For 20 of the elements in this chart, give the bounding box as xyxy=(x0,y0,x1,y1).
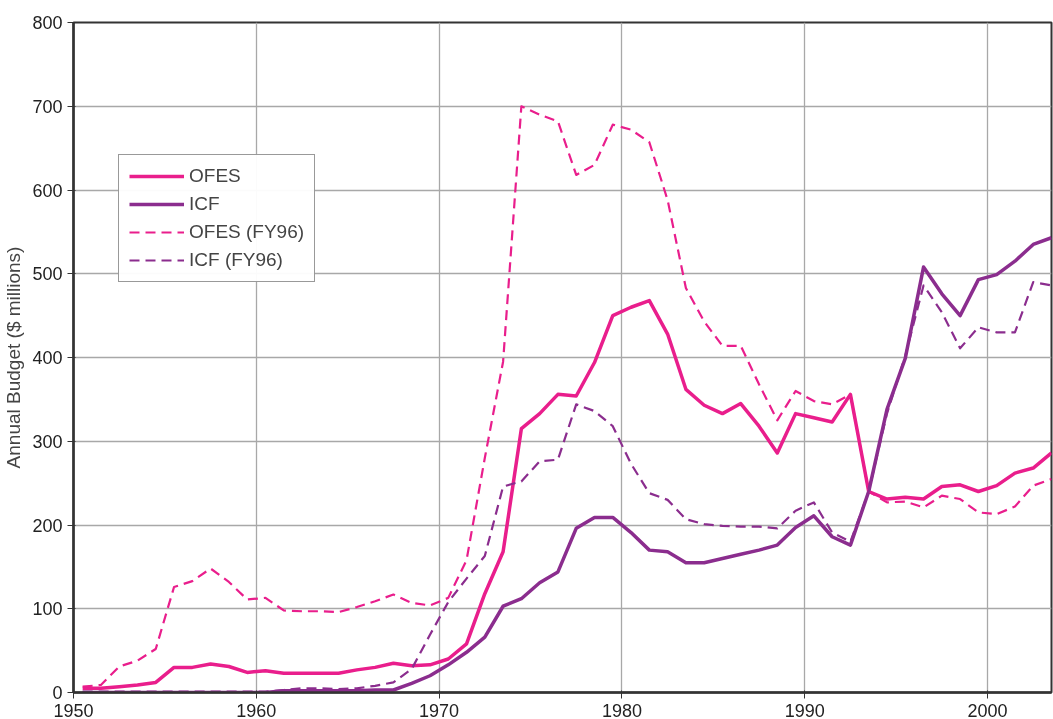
x-tick-label: 1950 xyxy=(53,700,94,719)
x-tick-label: 1980 xyxy=(601,700,642,719)
legend-label: ICF xyxy=(189,193,220,215)
y-axis-title: Annual Budget ($ millions) xyxy=(3,246,25,469)
y-tick-label: 700 xyxy=(32,96,63,117)
y-tick-label: 600 xyxy=(32,180,63,201)
y-tick-label: 100 xyxy=(32,599,63,620)
y-tick-label: 0 xyxy=(52,683,63,703)
y-tick-label: 400 xyxy=(32,348,63,368)
y-tick-label: 300 xyxy=(32,431,63,452)
legend-label: OFES (FY96) xyxy=(189,221,305,243)
x-tick-label: 1960 xyxy=(236,700,277,719)
x-tick-label: 1990 xyxy=(784,700,825,719)
legend-label: ICF (FY96) xyxy=(189,249,283,271)
x-tick-label: 2000 xyxy=(967,700,1008,719)
y-tick-label: 200 xyxy=(32,515,63,536)
x-tick-label: 1970 xyxy=(419,700,460,719)
y-tick-label: 500 xyxy=(32,264,63,285)
y-tick-label: 800 xyxy=(32,13,63,33)
legend-label: OFES xyxy=(189,165,241,187)
